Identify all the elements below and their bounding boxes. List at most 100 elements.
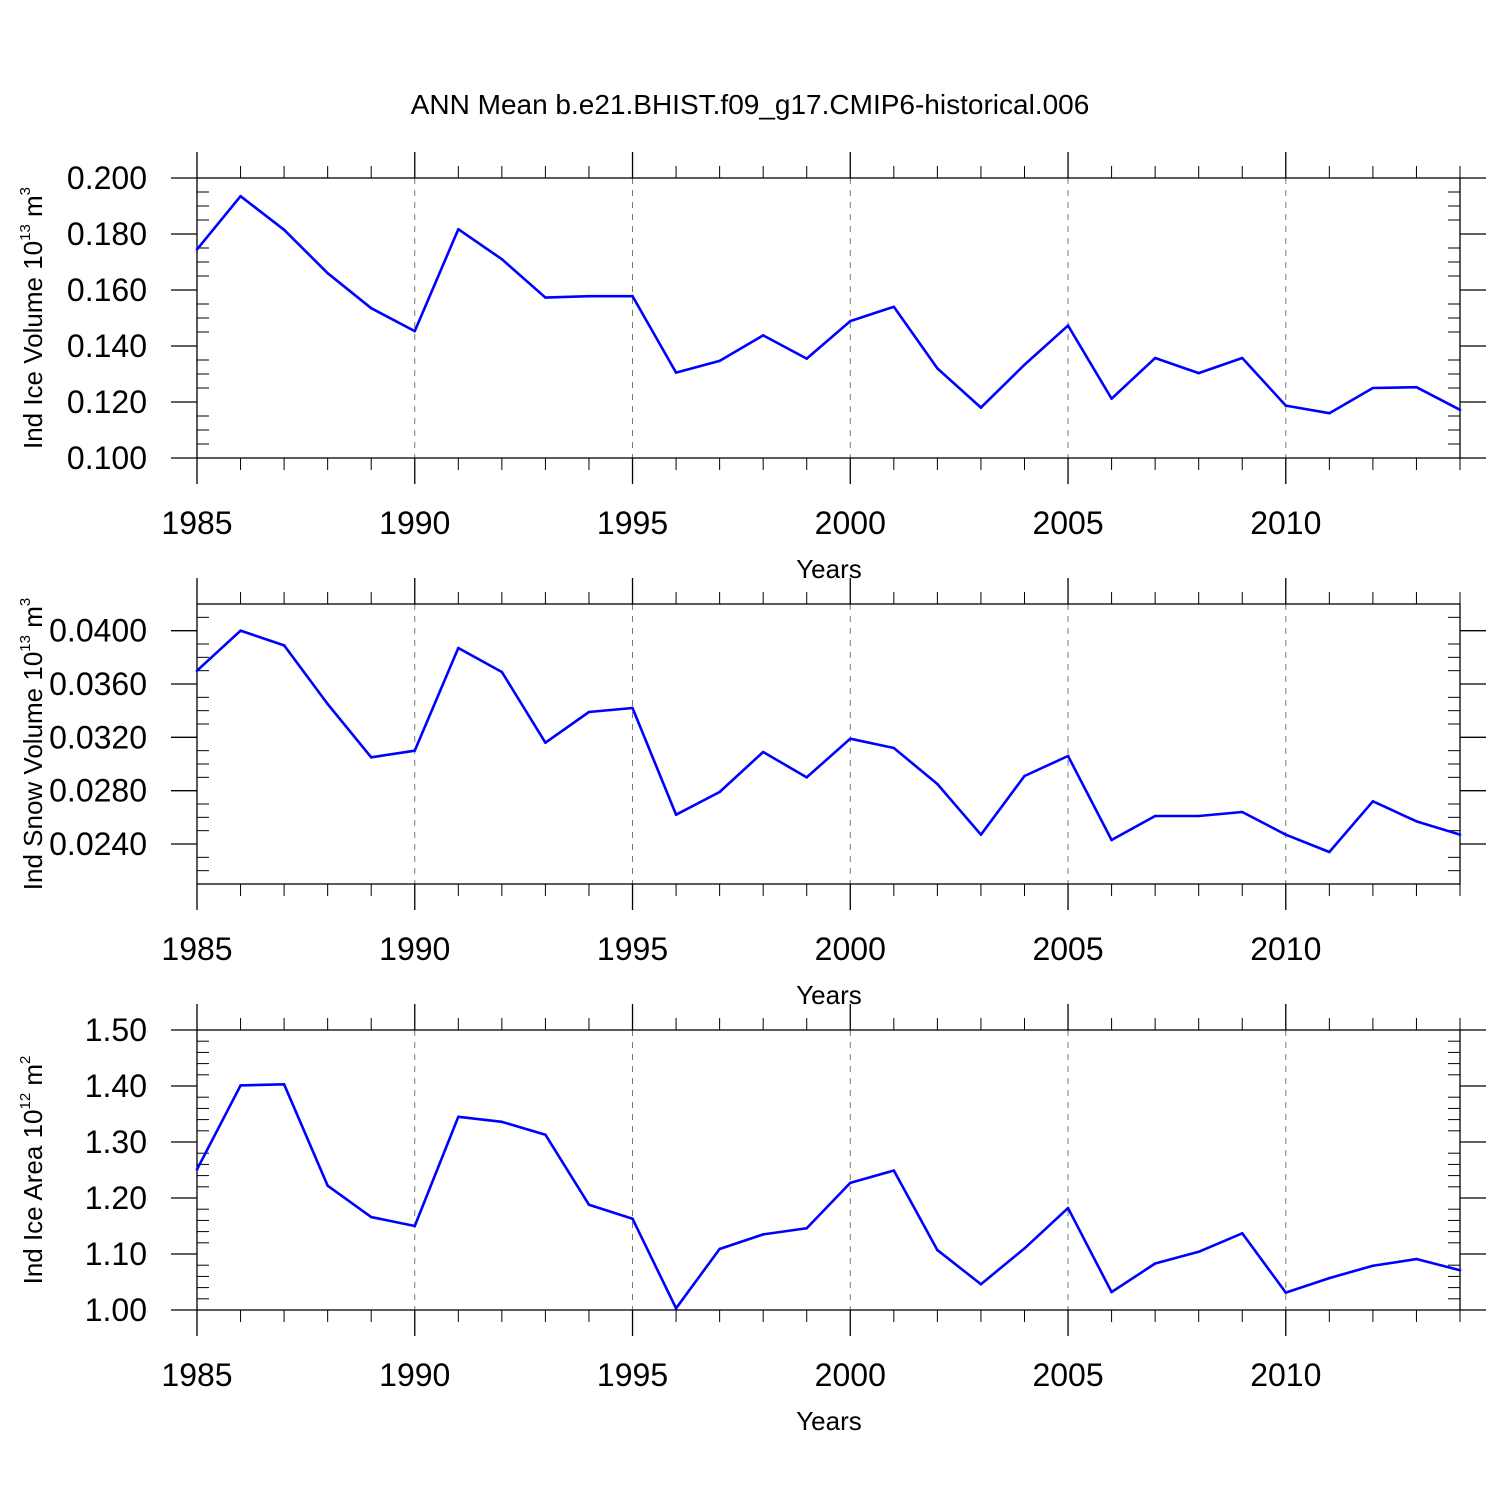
data-point: [1458, 1268, 1462, 1272]
data-point: [282, 1083, 286, 1086]
data-point: [979, 1282, 983, 1286]
data-point: [674, 1307, 678, 1310]
data-point: [326, 1184, 329, 1187]
data-point: [1371, 800, 1375, 803]
x-tick-label: 2000: [815, 931, 886, 967]
x-tick-label: 2010: [1250, 931, 1321, 967]
data-point: [413, 1224, 417, 1228]
data-point: [761, 750, 765, 754]
data-point: [1197, 814, 1200, 818]
data-point: [761, 1233, 765, 1236]
data-point: [326, 271, 329, 275]
x-tick-label: 1995: [597, 1357, 668, 1393]
data-point: [761, 334, 765, 337]
y-tick-label: 0.140: [67, 328, 147, 364]
data-point: [587, 710, 591, 714]
data-point: [936, 367, 939, 370]
x-tick-label: 2005: [1032, 931, 1103, 967]
data-point: [631, 706, 634, 710]
data-point: [195, 669, 199, 672]
data-point: [239, 629, 242, 632]
data-point: [674, 371, 678, 374]
y-tick-label: 0.160: [67, 272, 147, 308]
y-tick-label: 0.0320: [49, 719, 147, 755]
data-point: [369, 306, 373, 310]
data-point: [544, 296, 547, 299]
data-point: [544, 741, 547, 744]
data-point: [413, 749, 417, 752]
data-point: [1197, 371, 1200, 375]
data-point: [1284, 1291, 1288, 1294]
data-point: [1153, 814, 1157, 818]
data-point: [631, 294, 634, 298]
y-tick-label: 1.00: [85, 1292, 147, 1328]
data-point: [848, 1181, 852, 1185]
data-point: [892, 305, 896, 309]
data-point: [587, 1203, 591, 1207]
data-point: [631, 1217, 634, 1221]
data-point: [805, 357, 809, 360]
data-point: [457, 1115, 460, 1119]
y-tick-label: 1.10: [85, 1236, 147, 1272]
data-point: [457, 227, 460, 231]
chart-title: ANN Mean b.e21.BHIST.f09_g17.CMIP6-histo…: [411, 89, 1090, 120]
x-tick-label: 2010: [1250, 1357, 1321, 1393]
series-line: [195, 1083, 1461, 1310]
data-point: [369, 1215, 373, 1219]
data-point: [500, 257, 504, 261]
series-line: [196, 629, 1461, 854]
data-point: [805, 1226, 809, 1230]
plot-frame: [196, 1029, 1461, 1311]
data-point: [1197, 1250, 1200, 1254]
y-tick-label: 1.30: [85, 1124, 147, 1160]
y-tick-label: 1.20: [85, 1180, 147, 1216]
data-point: [457, 646, 460, 650]
x-tick-label: 1985: [161, 505, 232, 541]
x-tick-label: 1990: [379, 931, 450, 967]
y-tick-label: 0.200: [67, 160, 147, 196]
data-point: [195, 1168, 199, 1171]
data-point: [1240, 1231, 1244, 1235]
data-point: [1240, 810, 1244, 814]
data-point: [1328, 850, 1331, 854]
data-point: [500, 670, 504, 674]
data-point: [1284, 833, 1288, 836]
data-point: [1110, 838, 1113, 842]
data-point: [1415, 385, 1418, 389]
data-point: [1066, 324, 1070, 327]
data-point: [848, 737, 852, 740]
x-tick-label: 2000: [815, 1357, 886, 1393]
data-point: [500, 1120, 504, 1124]
y-tick-label: 0.0240: [49, 826, 147, 862]
data-point: [282, 644, 286, 647]
data-point: [239, 194, 242, 198]
data-point: [1371, 1264, 1375, 1268]
data-point: [413, 329, 417, 333]
panel-3: 1985 1990 1995 2000 2005 2010 1.00 1.10 1.20 1.30…: [17, 1004, 1486, 1436]
data-point: [979, 406, 983, 409]
data-point: [1284, 404, 1288, 407]
x-tick-label: 2005: [1032, 1357, 1103, 1393]
x-axis-label: Years: [796, 1406, 862, 1436]
data-point: [1023, 1247, 1026, 1250]
x-tick-label: 1985: [161, 1357, 232, 1393]
data-point: [282, 228, 286, 232]
data-point: [326, 702, 329, 706]
plot-frame: [196, 177, 1461, 459]
data-point: [1066, 754, 1070, 758]
y-axis-label: Ind Ice Volume 1013 m3: [17, 187, 48, 449]
data-point: [718, 359, 721, 363]
x-tick-label: 1995: [597, 931, 668, 967]
data-point: [1458, 408, 1462, 412]
y-tick-label: 1.50: [85, 1012, 147, 1048]
data-point: [892, 746, 896, 750]
y-tick-label: 0.100: [67, 440, 147, 476]
panels: 1985 1990 1995 2000 2005 2010 0.100 0.120 0.140 0…: [17, 152, 1486, 1436]
plot-frame: [196, 603, 1461, 885]
y-tick-label: 0.120: [67, 384, 147, 420]
x-tick-label: 1990: [379, 505, 450, 541]
y-tick-label: 0.0360: [49, 666, 147, 702]
data-point: [1415, 1257, 1418, 1261]
data-point: [1110, 1290, 1113, 1294]
data-point: [1328, 1276, 1331, 1280]
